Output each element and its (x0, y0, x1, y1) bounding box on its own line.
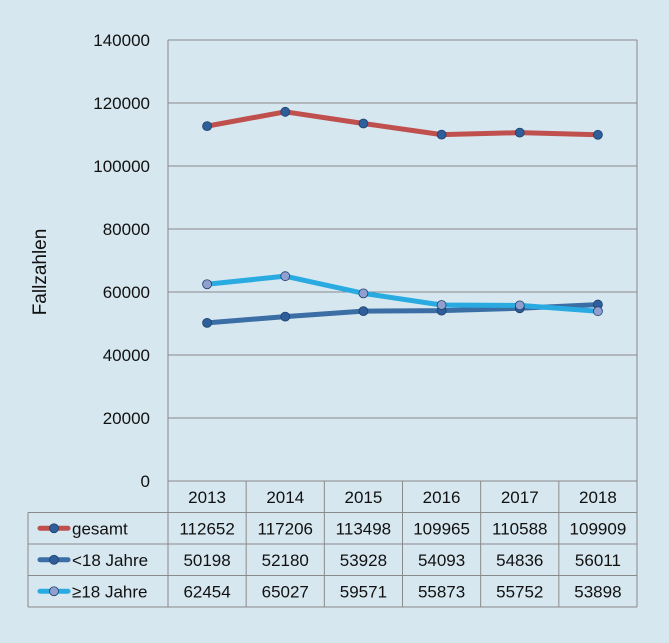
data-label: 54093 (418, 551, 465, 570)
legend-key-marker (49, 586, 59, 597)
data-point (593, 129, 603, 140)
y-tick-label: 120000 (93, 94, 150, 113)
y-tick-label: 60000 (103, 283, 150, 302)
y-tick-label: 20000 (103, 409, 150, 428)
data-point (358, 306, 369, 317)
y-tick-label: 140000 (93, 31, 150, 50)
x-tick-label: 2017 (501, 488, 539, 507)
data-label: 109909 (570, 519, 627, 538)
y-tick-label: 0 (141, 472, 150, 491)
x-tick-label: 2014 (266, 488, 304, 507)
y-tick-label: 40000 (103, 346, 150, 365)
legend-key-marker (49, 554, 59, 565)
data-label: 109965 (413, 519, 470, 538)
data-point (358, 118, 369, 129)
series-lines (202, 106, 603, 328)
gridlines (167, 39, 638, 482)
data-point (280, 271, 291, 282)
y-axis-ticks: 0 20000 40000 60000 80000 100000 120000 140000 (93, 31, 150, 491)
data-label: 62454 (183, 582, 230, 601)
data-label: 113498 (336, 519, 391, 538)
data-point (280, 106, 291, 117)
data-label: 117206 (258, 519, 313, 538)
legend-label: ≥18 Jahre (72, 582, 148, 601)
data-label: 53928 (340, 551, 387, 570)
data-point (593, 306, 603, 317)
data-label: 110588 (492, 519, 547, 538)
data-point (436, 300, 447, 310)
x-tick-label: 2015 (345, 488, 383, 507)
data-point (202, 279, 212, 290)
legend-label: <18 Jahre (72, 551, 148, 570)
series-line-0 (204, 109, 601, 138)
x-tick-label: 2018 (579, 488, 617, 507)
data-label: 52180 (262, 551, 309, 570)
data-point (514, 300, 525, 311)
data-point (202, 317, 212, 328)
x-tick-label: 2013 (188, 488, 226, 507)
data-label: 50198 (183, 551, 230, 570)
series-line-2 (204, 273, 601, 314)
data-label: 55752 (496, 582, 543, 601)
data-point (514, 127, 525, 138)
y-tick-label: 80000 (103, 220, 150, 239)
data-point (436, 129, 447, 140)
data-label: 54836 (496, 551, 543, 570)
data-label: 112652 (179, 519, 234, 538)
data-label: 65027 (262, 582, 309, 601)
legend-key-marker (49, 523, 59, 534)
data-point (358, 288, 369, 299)
data-table: 2013 2014 2015 2016 2017 2018 gesamt 112652 1172… (27, 480, 638, 608)
data-label: 53898 (574, 582, 621, 601)
legend-label: gesamt (72, 519, 128, 538)
x-tick-label: 2016 (423, 488, 461, 507)
y-axis-label: Fallzahlen (30, 229, 51, 316)
data-point (202, 121, 212, 132)
data-label: 56011 (575, 551, 621, 570)
data-label: 59571 (340, 582, 387, 601)
y-tick-label: 100000 (93, 157, 150, 176)
data-label: 55873 (418, 582, 465, 601)
data-point (280, 311, 291, 322)
